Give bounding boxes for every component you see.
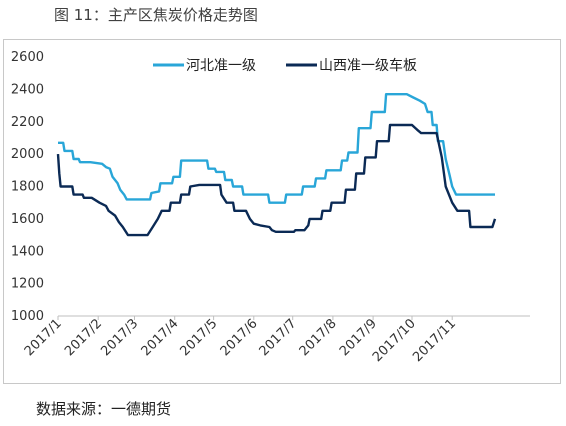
series-line-hebei <box>58 92 495 204</box>
legend-label-shanxi: 山西准一级车板 <box>319 57 417 74</box>
x-tick-label: 2017/4 <box>139 316 182 359</box>
y-tick-label: 1000 <box>11 309 44 324</box>
legend: 河北准一级 山西准一级车板 <box>153 57 417 74</box>
y-tick-label: 2200 <box>11 115 44 130</box>
y-tick-label: 2400 <box>11 82 44 97</box>
chart-frame <box>3 39 561 384</box>
y-tick-label: 2600 <box>11 50 44 65</box>
y-tick-label: 1400 <box>11 244 44 259</box>
x-tick-label: 2017/3 <box>98 316 141 359</box>
y-tick-label: 1200 <box>11 277 44 292</box>
x-tick-label: 2017/7 <box>257 316 300 359</box>
series-line-shanxi <box>56 123 497 237</box>
y-axis: 1000 1200 1400 1600 1800 2000 2200 2400 2600 <box>11 50 44 324</box>
y-tick-label: 1800 <box>11 180 44 195</box>
x-tick-label: 2017/8 <box>297 316 340 359</box>
x-tick-label: 2017/6 <box>218 316 261 359</box>
y-tick-label: 2000 <box>11 147 44 162</box>
series-layer <box>56 92 497 237</box>
x-tick-label: 2017/5 <box>177 316 220 359</box>
x-tick-label: 2017/10 <box>370 316 419 365</box>
y-tick-label: 1600 <box>11 212 44 227</box>
figure-title: 图 11：主产区焦炭价格走势图 <box>54 6 258 24</box>
legend-label-hebei: 河北准一级 <box>186 58 256 74</box>
figure-source: 数据来源：一德期货 <box>36 400 172 418</box>
x-tick-label: 2017/2 <box>62 316 105 359</box>
x-axis: 2017/12017/22017/32017/42017/52017/62017… <box>22 315 530 365</box>
x-tick-label: 2017/11 <box>410 316 459 365</box>
